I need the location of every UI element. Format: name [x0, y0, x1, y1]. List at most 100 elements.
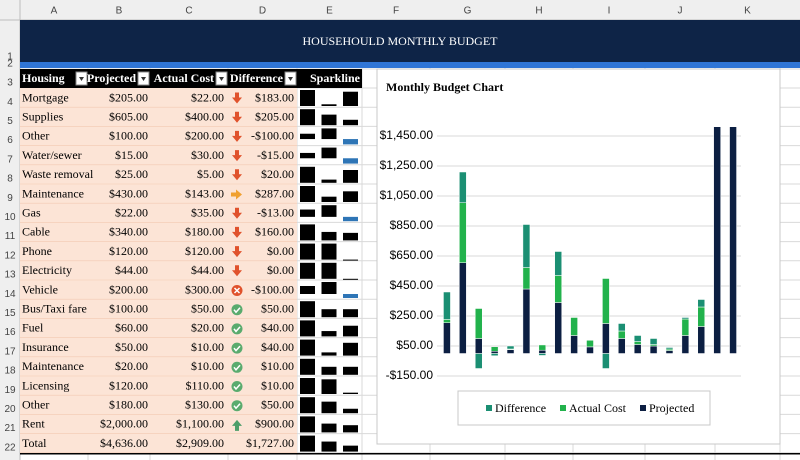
- sparkline-bar: [343, 309, 358, 318]
- sparkline-bar: [321, 423, 337, 433]
- sparkline-bar: [321, 114, 337, 126]
- table-header: [20, 69, 362, 88]
- row-header: 21: [4, 423, 16, 434]
- projected-cell: $2,000.00: [100, 417, 148, 431]
- icon-down-arrow: [232, 92, 242, 104]
- row-label: Maintenance: [22, 186, 84, 200]
- column-title: Sparkline: [310, 71, 361, 85]
- sparkline-bar: [321, 104, 337, 106]
- row-header: 5: [7, 116, 13, 127]
- sparkline-bar: [343, 445, 358, 452]
- actual-cost-cell: $120.00: [185, 244, 224, 258]
- row-header: 3: [7, 78, 13, 89]
- projected-cell: $605.00: [109, 109, 148, 123]
- sparkline-bar: [321, 282, 337, 294]
- icon-check: [231, 304, 243, 316]
- difference-cell: $50.00: [261, 301, 294, 315]
- row-label: Mortgage: [22, 90, 69, 104]
- bar-segment: [586, 346, 594, 354]
- sparkline-bar: [343, 91, 358, 106]
- actual-cost-cell: $2,909.00: [176, 436, 224, 450]
- projected-cell: $120.00: [109, 378, 148, 392]
- chart-title: Monthly Budget Chart: [386, 80, 503, 94]
- sparkline-bar: [343, 191, 358, 202]
- y-tick-label: $1,050.00: [380, 188, 434, 202]
- bar-segment: [443, 291, 451, 320]
- icon-check-mark: [233, 307, 241, 314]
- icon-check: [231, 400, 243, 412]
- sparkline-bar: [343, 278, 358, 280]
- row-label: Waste removal: [22, 167, 94, 181]
- sparkline-bar: [343, 158, 358, 164]
- row-header: 8: [7, 174, 13, 185]
- icon-check-mark: [233, 384, 241, 391]
- sparkline-bar: [343, 392, 358, 394]
- sparkline-bar: [321, 196, 337, 202]
- sparkline-bar: [343, 425, 358, 433]
- column-header: K: [744, 6, 751, 17]
- icon-down-arrow: [232, 169, 242, 181]
- column-header: H: [535, 6, 542, 17]
- row-label: Insurance: [22, 340, 69, 354]
- banner-title: HOUSEHOULD MONTHLY BUDGET: [302, 34, 498, 48]
- filter-arrow: [288, 77, 293, 81]
- projected-cell: $120.00: [109, 244, 148, 258]
- icon-down-arrow: [232, 130, 242, 142]
- row-label: Supplies: [22, 109, 64, 123]
- row-header: 11: [5, 231, 16, 242]
- sparkline-bar: [300, 320, 315, 337]
- row-header-bar: [0, 0, 20, 460]
- filter-arrow: [79, 77, 84, 81]
- difference-cell: $10.00: [261, 359, 294, 373]
- bar-segment: [697, 306, 706, 327]
- sparkline-bar: [300, 416, 315, 433]
- bar-segment: [538, 344, 547, 351]
- icon-check: [231, 323, 243, 335]
- column-header: E: [326, 6, 333, 17]
- actual-cost-cell: $130.00: [185, 397, 224, 411]
- sparkline-bar: [300, 152, 315, 159]
- bar-segment: [665, 347, 674, 350]
- actual-cost-cell: $180.00: [185, 225, 224, 239]
- difference-cell: $0.00: [267, 263, 294, 277]
- bar-segment: [554, 302, 562, 354]
- difference-cell: $40.00: [261, 340, 294, 354]
- row-label: Gas: [22, 205, 41, 219]
- actual-cost-cell: $400.00: [185, 109, 224, 123]
- projected-cell: $22.00: [115, 205, 148, 219]
- bar-segment: [459, 171, 467, 203]
- sparkline-bar: [343, 259, 358, 261]
- sparkline-bar: [300, 109, 315, 126]
- projected-cell: $205.00: [109, 90, 148, 104]
- bar-segment: [570, 335, 578, 354]
- projected-cell: $430.00: [109, 186, 148, 200]
- sparkline-bar: [300, 435, 315, 452]
- bar-segment: [443, 322, 451, 354]
- bar-segment: [538, 353, 547, 356]
- column-title: Housing: [22, 71, 65, 85]
- bar-segment: [681, 318, 690, 336]
- y-tick-label: $250.00: [390, 308, 434, 322]
- sparkline-bar: [300, 358, 315, 375]
- sparkline-bar: [343, 170, 358, 183]
- sparkline-bar: [343, 119, 358, 126]
- sparkline-bar: [300, 209, 315, 217]
- filter-arrow: [141, 77, 146, 81]
- y-tick-label: $650.00: [390, 248, 434, 262]
- actual-cost-cell: $20.00: [191, 321, 224, 335]
- bar-segment: [681, 335, 690, 354]
- banner: [20, 20, 800, 62]
- difference-cell: $183.00: [255, 90, 294, 104]
- difference-cell: $205.00: [255, 109, 294, 123]
- row-header: 7: [7, 154, 13, 165]
- column-header-bar: [0, 0, 800, 20]
- bar-segment: [633, 344, 642, 354]
- icon-check-mark: [233, 364, 241, 371]
- row-header: 19: [4, 385, 16, 396]
- legend-label: Projected: [649, 401, 694, 415]
- difference-cell: $10.00: [261, 378, 294, 392]
- sparkline-bar: [343, 366, 358, 375]
- bar-segment: [602, 353, 610, 369]
- bar-segment: [538, 349, 547, 354]
- legend-swatch: [486, 405, 492, 411]
